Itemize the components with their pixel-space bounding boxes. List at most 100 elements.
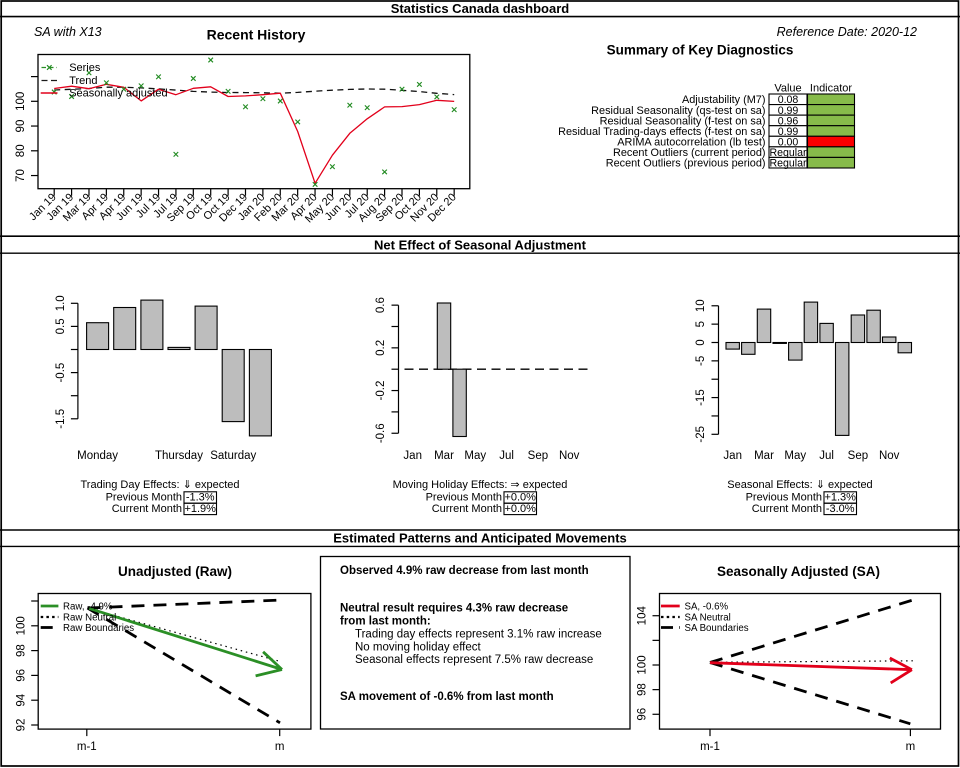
svg-text:Raw Boundaries: Raw Boundaries <box>63 623 134 634</box>
svg-text:m-1: m-1 <box>77 741 97 753</box>
svg-text:Trading day effects represent: Trading day effects represent 3.1% raw i… <box>355 629 602 641</box>
svg-text:0.99: 0.99 <box>778 126 799 138</box>
svg-text:10: 10 <box>695 299 707 312</box>
svg-text:Regular: Regular <box>769 147 807 159</box>
svg-text:Moving Holiday Effects: ⇒ ex: Moving Holiday Effects: ⇒ expected <box>393 479 568 491</box>
svg-text:m: m <box>906 741 916 753</box>
svg-text:1.0: 1.0 <box>55 295 67 311</box>
svg-text:0.6: 0.6 <box>375 297 387 313</box>
svg-text:94: 94 <box>16 693 28 706</box>
svg-text:Previous Month: Previous Month <box>106 492 182 504</box>
svg-text:Jul: Jul <box>499 450 514 462</box>
svg-text:Nov: Nov <box>879 450 900 462</box>
svg-text:Thursday: Thursday <box>155 450 203 462</box>
svg-text:Adjustability (M7): Adjustability (M7) <box>682 94 766 106</box>
svg-text:Previous Month: Previous Month <box>746 492 822 504</box>
svg-text:Residual Seasonality (qs-test: Residual Seasonality (qs-test on sa) <box>591 105 765 117</box>
svg-text:Raw, -4.9%: Raw, -4.9% <box>63 601 113 612</box>
svg-text:0.00: 0.00 <box>778 136 799 148</box>
svg-text:Nov: Nov <box>559 450 580 462</box>
svg-text:Unadjusted (Raw): Unadjusted (Raw) <box>118 564 232 579</box>
svg-text:Jan: Jan <box>403 450 422 462</box>
svg-text:+1.3%: +1.3% <box>824 492 856 504</box>
svg-text:-3.0%: -3.0% <box>826 503 855 515</box>
svg-text:m: m <box>275 741 285 753</box>
svg-text:Seasonal Effects: ⇓ expected: Seasonal Effects: ⇓ expected <box>727 479 872 491</box>
svg-text:Regular: Regular <box>769 158 807 170</box>
svg-text:m-1: m-1 <box>700 741 720 753</box>
svg-text:-0.2: -0.2 <box>375 381 387 401</box>
svg-text:100: 100 <box>637 655 649 674</box>
svg-text:98: 98 <box>16 644 28 657</box>
svg-text:90: 90 <box>15 120 27 133</box>
svg-text:-0.6: -0.6 <box>375 423 387 443</box>
svg-text:Sep: Sep <box>528 450 548 462</box>
svg-text:Mar: Mar <box>754 450 774 462</box>
svg-text:Recent History: Recent History <box>207 27 306 43</box>
svg-text:+0.0%: +0.0% <box>504 492 536 504</box>
svg-text:Trading Day Effects: ⇓ expec: Trading Day Effects: ⇓ expected <box>80 479 239 491</box>
svg-text:+0.0%: +0.0% <box>504 503 536 515</box>
svg-text:from last month:: from last month: <box>340 616 431 628</box>
svg-text:-1.3%: -1.3% <box>186 492 215 504</box>
svg-text:Current Month: Current Month <box>432 503 502 515</box>
svg-text:Reference Date: 2020-12: Reference Date: 2020-12 <box>777 25 917 39</box>
svg-text:Monday: Monday <box>77 450 118 462</box>
svg-text:Summary of Key Diagnostics: Summary of Key Diagnostics <box>607 43 794 58</box>
svg-text:100: 100 <box>15 92 27 111</box>
svg-text:Residual Seasonality (f-test o: Residual Seasonality (f-test on sa) <box>600 115 766 127</box>
svg-text:SA movement of -0.6% from last: SA movement of -0.6% from last month <box>340 691 554 703</box>
svg-text:Current Month: Current Month <box>752 503 822 515</box>
svg-text:Series: Series <box>69 62 101 74</box>
svg-text:Previous Month: Previous Month <box>426 492 502 504</box>
svg-text:-5: -5 <box>695 356 707 366</box>
svg-text:Neutral result requires 4.3% r: Neutral result requires 4.3% raw decreas… <box>340 603 568 615</box>
svg-text:98: 98 <box>637 683 649 696</box>
svg-text:+1.9%: +1.9% <box>184 503 216 515</box>
svg-text:5: 5 <box>695 321 707 327</box>
svg-text:No moving holiday effect: No moving holiday effect <box>355 642 482 654</box>
svg-text:0.2: 0.2 <box>375 340 387 356</box>
svg-text:104: 104 <box>637 606 649 626</box>
svg-text:SA Boundaries: SA Boundaries <box>685 623 749 634</box>
svg-text:96: 96 <box>16 669 28 682</box>
svg-text:100: 100 <box>16 616 28 635</box>
svg-text:May: May <box>464 450 486 462</box>
svg-text:0.96: 0.96 <box>778 115 799 127</box>
svg-text:Seasonally adjusted: Seasonally adjusted <box>69 88 167 100</box>
svg-text:Net Effect of Seasonal Adjustm: Net Effect of Seasonal Adjustment <box>374 238 587 253</box>
svg-text:Recent Outliers (previous peri: Recent Outliers (previous period) <box>606 158 766 170</box>
svg-text:Jul: Jul <box>819 450 834 462</box>
svg-text:0.99: 0.99 <box>778 105 799 117</box>
svg-text:SA Neutral: SA Neutral <box>685 612 731 623</box>
svg-text:Observed 4.9% raw decrease fro: Observed 4.9% raw decrease from last mon… <box>340 565 589 577</box>
svg-text:92: 92 <box>16 719 28 732</box>
svg-text:Raw Neutral: Raw Neutral <box>63 612 116 623</box>
svg-text:Current Month: Current Month <box>112 503 182 515</box>
svg-text:ARIMA autocorrelation (lb test: ARIMA autocorrelation (lb test) <box>617 136 765 148</box>
svg-text:Indicator: Indicator <box>810 82 853 94</box>
svg-text:Trend: Trend <box>69 75 97 87</box>
svg-text:96: 96 <box>637 708 649 721</box>
svg-text:Seasonal effects represent 7.5: Seasonal effects represent 7.5% raw decr… <box>355 654 593 666</box>
svg-text:80: 80 <box>15 144 27 157</box>
svg-text:-15: -15 <box>695 389 707 406</box>
svg-text:Seasonally Adjusted (SA): Seasonally Adjusted (SA) <box>717 564 880 579</box>
svg-text:Value: Value <box>774 82 801 94</box>
svg-text:Sep: Sep <box>848 450 868 462</box>
svg-text:SA with X13: SA with X13 <box>34 25 102 39</box>
svg-text:Mar: Mar <box>434 450 454 462</box>
svg-text:0: 0 <box>695 339 707 345</box>
svg-text:-0.5: -0.5 <box>55 363 67 383</box>
svg-text:May: May <box>784 450 806 462</box>
svg-text:-1.5: -1.5 <box>55 409 67 429</box>
svg-text:SA, -0.6%: SA, -0.6% <box>685 601 729 612</box>
svg-text:0.08: 0.08 <box>778 94 799 106</box>
svg-text:70: 70 <box>15 169 27 182</box>
svg-text:Saturday: Saturday <box>210 450 256 462</box>
svg-text:Jan: Jan <box>723 450 742 462</box>
svg-text:Statistics Canada dashboard: Statistics Canada dashboard <box>391 1 569 16</box>
svg-text:Recent Outliers (current perio: Recent Outliers (current period) <box>613 147 766 159</box>
svg-text:-25: -25 <box>695 426 707 443</box>
svg-text:Residual Trading-days effects: Residual Trading-days effects (f-test on… <box>558 126 765 138</box>
